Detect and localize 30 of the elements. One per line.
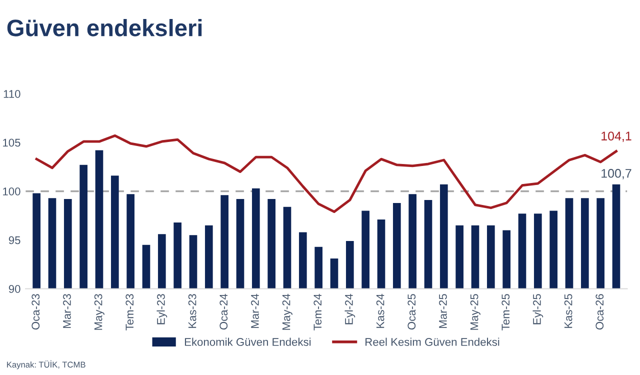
x-tick-label: Mar-25 [439,294,447,328]
x-tick-label: Oca-25 [408,294,416,330]
y-tick-label: 90 [8,285,20,293]
x-tick-label: Tem-25 [502,294,510,330]
x-tick-label: Eyl-24 [344,294,356,324]
x-tick-label: May-24 [282,294,292,330]
x-tick-label: Kas-24 [376,294,384,328]
x-tick-label: May-25 [470,294,480,330]
y-tick-label: 105 [3,138,20,147]
legend-label: Reel Kesim Güven Endeksi [366,338,500,346]
x-tick-label: May-23 [94,294,104,330]
x-tick-label: Oca-26 [596,294,604,330]
x-tick-label: Kas-23 [188,294,196,328]
y-tick-label: 100 [3,188,20,196]
y-tick-label: 95 [8,236,20,244]
data-label: 100,7 [602,168,632,180]
data-label: 104,1 [602,132,632,142]
x-tick-label: Tem-23 [126,294,134,330]
x-tick-label: Tem-24 [314,294,322,330]
legend-label: Ekonomik Güven Endeksi [184,338,311,346]
text: Kaynak: TÜİK, TCMB [7,360,86,370]
x-tick-label: Oca-24 [220,294,228,330]
x-tick-label: Eyl-23 [156,294,168,324]
x-tick-label: Mar-23 [63,294,71,328]
y-tick-label: 110 [4,90,20,98]
x-tick-label: Eyl-25 [532,294,544,324]
x-tick-label: Mar-24 [251,294,259,328]
x-tick-label: Kas-25 [564,294,572,328]
chart-title: Güven endeksleri [7,18,202,36]
x-tick-label: Oca-23 [32,294,40,330]
